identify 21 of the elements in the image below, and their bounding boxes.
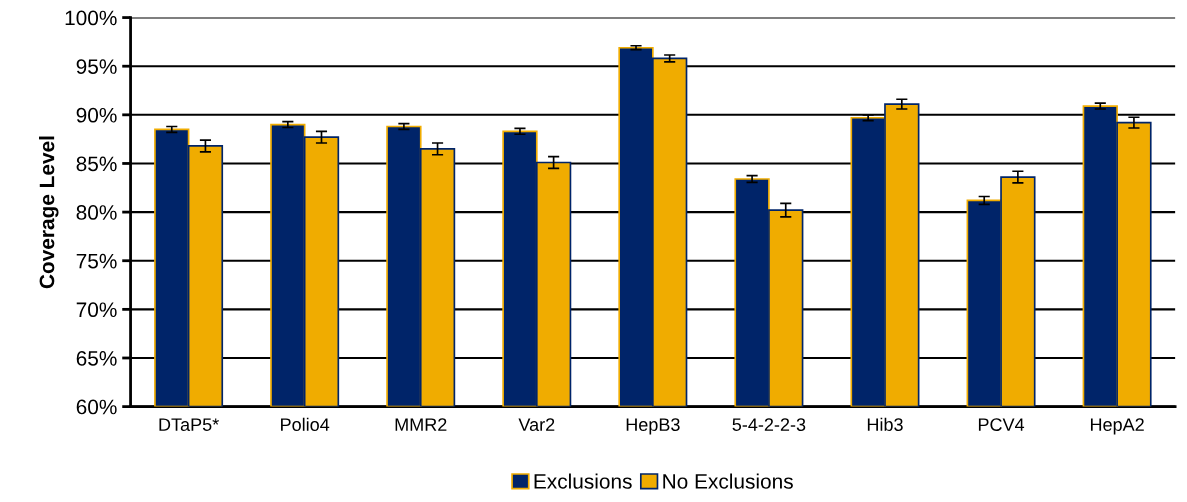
x-tick-label: PCV4	[978, 418, 1025, 431]
y-tick-label: 80%	[76, 205, 117, 220]
y-tick-label: 60%	[76, 399, 117, 415]
legend-label: No Exclusions	[663, 473, 793, 489]
x-tick-label: Hib3	[867, 417, 903, 431]
y-tick-label: 65%	[76, 350, 117, 366]
y-tick-label: 100%	[65, 10, 117, 26]
y-tick-label: 90%	[76, 107, 117, 123]
x-tick-label: DTaP5*	[159, 418, 219, 431]
x-tick-label: 5-4-2-2-3	[732, 418, 806, 431]
x-tick-label: HepB3	[626, 418, 680, 435]
x-tick-label: Var2	[518, 418, 555, 431]
y-tick-label: 85%	[76, 156, 117, 172]
legend-label: Exclusions	[534, 473, 632, 489]
x-tick-label: MMR2	[395, 418, 447, 431]
x-tick-label: HepA2	[1090, 418, 1144, 435]
y-tick-label: 95%	[76, 59, 117, 74]
y-tick-label: 70%	[76, 302, 117, 318]
y-tick-label: 75%	[76, 253, 117, 269]
y-axis-title: Coverage Level	[39, 136, 59, 289]
x-tick-label: Polio4	[281, 417, 330, 431]
